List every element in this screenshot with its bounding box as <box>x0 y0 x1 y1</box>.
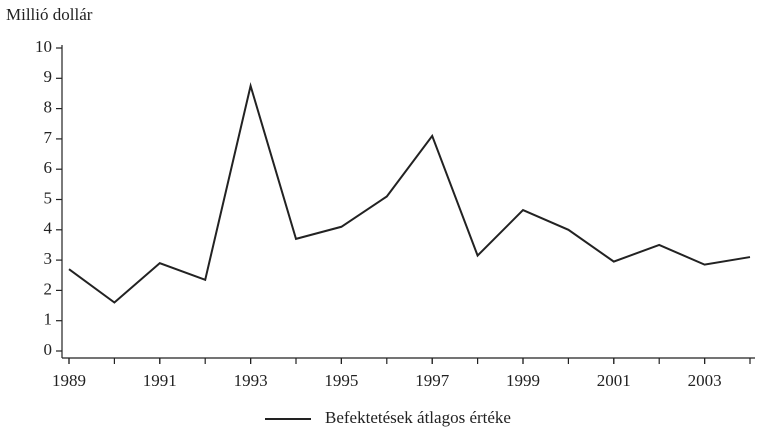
x-tick-label: 1995 <box>324 371 358 390</box>
y-tick-label: 6 <box>44 158 53 177</box>
legend-label: Befektetések átlagos értéke <box>325 408 511 427</box>
x-tick-label: 2003 <box>688 371 722 390</box>
y-tick-label: 0 <box>44 340 53 359</box>
x-tick-label: 1993 <box>234 371 268 390</box>
x-tick-label: 1991 <box>143 371 177 390</box>
y-tick-label: 4 <box>44 219 53 238</box>
data-line <box>68 81 751 304</box>
x-tick-label: 1999 <box>506 371 540 390</box>
y-tick-label: 8 <box>44 98 53 117</box>
y-axis-label: Millió dollár <box>6 5 93 24</box>
y-tick-label: 9 <box>44 67 53 86</box>
x-tick-label: 2001 <box>597 371 631 390</box>
y-tick-label: 3 <box>44 249 53 268</box>
y-tick-label: 1 <box>44 310 53 329</box>
y-tick-label: 10 <box>35 37 52 56</box>
x-tick-label: 1997 <box>415 371 450 390</box>
x-tick-label: 1989 <box>52 371 86 390</box>
y-tick-label: 7 <box>44 128 53 147</box>
y-tick-label: 5 <box>44 188 53 207</box>
y-tick-label: 2 <box>44 279 53 298</box>
